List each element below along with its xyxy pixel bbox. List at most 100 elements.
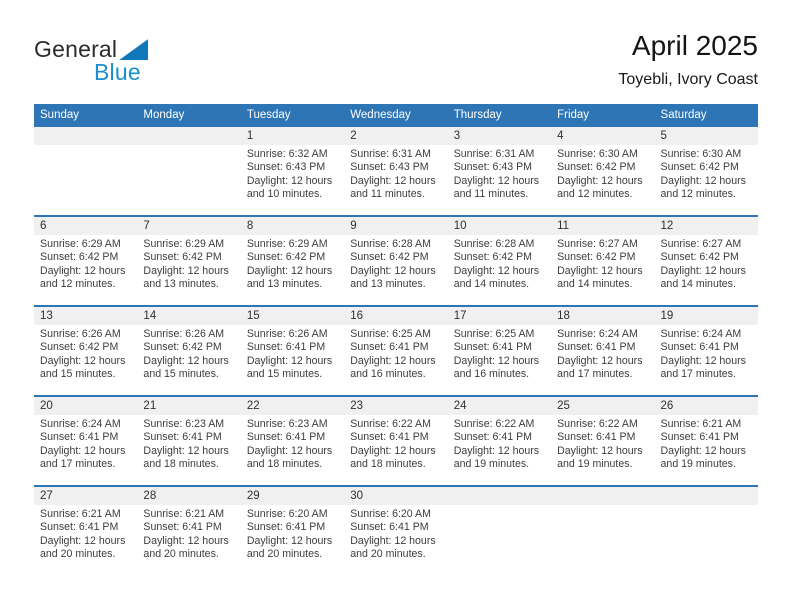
day-number: 16 <box>344 307 448 325</box>
sunrise-text: Sunrise: 6:27 AM <box>660 238 742 250</box>
daylight-text: Daylight: 12 hours and 13 minutes. <box>143 264 229 291</box>
sunset-text: Sunset: 6:41 PM <box>246 431 326 444</box>
day-details: Sunrise: 6:23 AM Sunset: 6:41 PM Daylight:… <box>241 415 341 472</box>
day-cell: 13 Sunrise: 6:26 AM Sunset: 6:42 PM Dayligh… <box>34 305 138 396</box>
day-details: Sunrise: 6:24 AM Sunset: 6:41 PM Daylight:… <box>34 415 134 472</box>
day-details: Sunrise: 6:30 AM Sunset: 6:42 PM Daylight:… <box>551 145 651 202</box>
day-details: Sunrise: 6:27 AM Sunset: 6:42 PM Daylight:… <box>655 235 755 292</box>
day-number: 30 <box>344 487 448 505</box>
daylight-text: Daylight: 12 hours and 19 minutes. <box>660 444 746 471</box>
weekday-wednesday: Wednesday <box>344 104 448 126</box>
daylight-text: Daylight: 12 hours and 20 minutes. <box>246 534 333 561</box>
sunrise-text: Sunrise: 6:29 AM <box>246 238 328 250</box>
sunrise-text: Sunrise: 6:26 AM <box>40 328 121 340</box>
week-row: 1 Sunrise: 6:32 AM Sunset: 6:43 PM Daylight… <box>34 125 758 216</box>
day-number: 5 <box>654 127 758 145</box>
day-details: Sunrise: 6:25 AM Sunset: 6:41 PM Daylight:… <box>448 325 548 382</box>
empty-day-cell <box>654 485 758 576</box>
empty-day-cell <box>137 125 241 216</box>
daylight-text: Daylight: 12 hours and 20 minutes. <box>350 534 436 561</box>
day-cell: 19 Sunrise: 6:24 AM Sunset: 6:41 PM Dayligh… <box>654 305 758 396</box>
weekday-tuesday: Tuesday <box>240 104 345 126</box>
day-details: Sunrise: 6:23 AM Sunset: 6:41 PM Daylight:… <box>137 415 237 472</box>
day-number <box>34 127 138 145</box>
daylight-text: Daylight: 12 hours and 15 minutes. <box>40 354 126 381</box>
day-details: Sunrise: 6:29 AM Sunset: 6:42 PM Daylight:… <box>34 235 134 292</box>
sunset-text: Sunset: 6:41 PM <box>40 431 119 444</box>
daylight-text: Daylight: 12 hours and 14 minutes. <box>660 264 746 291</box>
daylight-text: Daylight: 12 hours and 18 minutes. <box>143 444 229 471</box>
logo-text-general-row: General <box>34 38 149 61</box>
week-row: 27 Sunrise: 6:21 AM Sunset: 6:41 PM Dayligh… <box>34 485 758 576</box>
sunrise-text: Sunrise: 6:24 AM <box>557 328 638 340</box>
day-number: 29 <box>240 487 345 505</box>
daylight-text: Daylight: 12 hours and 14 minutes. <box>557 264 643 291</box>
day-details: Sunrise: 6:30 AM Sunset: 6:42 PM Daylight:… <box>655 145 755 202</box>
day-cell: 22 Sunrise: 6:23 AM Sunset: 6:41 PM Dayligh… <box>240 395 345 486</box>
sunrise-text: Sunrise: 6:28 AM <box>350 238 431 250</box>
day-cell: 29 Sunrise: 6:20 AM Sunset: 6:41 PM Dayligh… <box>240 485 345 576</box>
sunrise-text: Sunrise: 6:27 AM <box>557 238 638 250</box>
day-cell: 17 Sunrise: 6:25 AM Sunset: 6:41 PM Dayligh… <box>447 305 552 396</box>
day-number: 11 <box>551 217 655 235</box>
day-cell: 27 Sunrise: 6:21 AM Sunset: 6:41 PM Dayligh… <box>34 485 138 576</box>
daylight-text: Daylight: 12 hours and 16 minutes. <box>350 354 436 381</box>
sunrise-text: Sunrise: 6:25 AM <box>453 328 535 340</box>
sunset-text: Sunset: 6:42 PM <box>557 161 636 174</box>
day-cell: 14 Sunrise: 6:26 AM Sunset: 6:42 PM Dayligh… <box>137 305 241 396</box>
sunset-text: Sunset: 6:42 PM <box>246 251 326 264</box>
day-cell: 9 Sunrise: 6:28 AM Sunset: 6:42 PM Daylight… <box>344 215 448 306</box>
day-cell: 30 Sunrise: 6:20 AM Sunset: 6:41 PM Dayligh… <box>344 485 448 576</box>
sunrise-text: Sunrise: 6:24 AM <box>40 418 121 430</box>
day-number: 26 <box>654 397 758 415</box>
sunset-text: Sunset: 6:41 PM <box>143 431 222 444</box>
day-details: Sunrise: 6:22 AM Sunset: 6:41 PM Daylight:… <box>448 415 548 472</box>
sunset-text: Sunset: 6:41 PM <box>557 341 636 354</box>
day-details: Sunrise: 6:32 AM Sunset: 6:43 PM Daylight:… <box>241 145 341 202</box>
day-cell: 8 Sunrise: 6:29 AM Sunset: 6:42 PM Daylight… <box>240 215 345 306</box>
day-number: 13 <box>34 307 138 325</box>
empty-day-cell <box>551 485 655 576</box>
day-number: 1 <box>240 127 345 145</box>
sunset-text: Sunset: 6:41 PM <box>350 521 429 534</box>
day-cell: 18 Sunrise: 6:24 AM Sunset: 6:41 PM Dayligh… <box>551 305 655 396</box>
day-number <box>137 127 241 145</box>
day-number: 6 <box>34 217 138 235</box>
day-cell: 28 Sunrise: 6:21 AM Sunset: 6:41 PM Dayligh… <box>137 485 241 576</box>
daylight-text: Daylight: 12 hours and 16 minutes. <box>453 354 540 381</box>
daylight-text: Daylight: 12 hours and 13 minutes. <box>246 264 333 291</box>
weekday-header-row: Sunday Monday Tuesday Wednesday Thursday… <box>34 104 758 126</box>
day-number: 14 <box>137 307 241 325</box>
sunset-text: Sunset: 6:41 PM <box>557 431 636 444</box>
sunset-text: Sunset: 6:41 PM <box>453 341 533 354</box>
day-cell: 5 Sunrise: 6:30 AM Sunset: 6:42 PM Daylight… <box>654 125 758 216</box>
day-cell: 25 Sunrise: 6:22 AM Sunset: 6:41 PM Dayligh… <box>551 395 655 486</box>
day-details: Sunrise: 6:26 AM Sunset: 6:42 PM Daylight:… <box>137 325 237 382</box>
day-details: Sunrise: 6:24 AM Sunset: 6:41 PM Daylight:… <box>551 325 651 382</box>
day-cell: 15 Sunrise: 6:26 AM Sunset: 6:41 PM Dayligh… <box>240 305 345 396</box>
sunset-text: Sunset: 6:41 PM <box>350 431 429 444</box>
sunrise-text: Sunrise: 6:20 AM <box>246 508 328 520</box>
day-number <box>551 487 655 505</box>
daylight-text: Daylight: 12 hours and 18 minutes. <box>246 444 333 471</box>
empty-day-cell <box>34 125 138 216</box>
day-details: Sunrise: 6:21 AM Sunset: 6:41 PM Daylight:… <box>34 505 134 562</box>
day-number: 9 <box>344 217 448 235</box>
day-number: 25 <box>551 397 655 415</box>
title-block: April 2025 Toyebli, Ivory Coast <box>618 30 758 89</box>
weekday-thursday: Thursday <box>447 104 552 126</box>
day-cell: 3 Sunrise: 6:31 AM Sunset: 6:43 PM Daylight… <box>447 125 552 216</box>
day-cell: 23 Sunrise: 6:22 AM Sunset: 6:41 PM Dayligh… <box>344 395 448 486</box>
sunrise-text: Sunrise: 6:22 AM <box>453 418 535 430</box>
sunrise-text: Sunrise: 6:21 AM <box>40 508 121 520</box>
sunrise-text: Sunrise: 6:26 AM <box>246 328 328 340</box>
daylight-text: Daylight: 12 hours and 18 minutes. <box>350 444 436 471</box>
sunset-text: Sunset: 6:42 PM <box>660 251 739 264</box>
calendar-body: 1 Sunrise: 6:32 AM Sunset: 6:43 PM Daylight… <box>34 125 758 576</box>
day-number: 20 <box>34 397 138 415</box>
day-details: Sunrise: 6:25 AM Sunset: 6:41 PM Daylight:… <box>344 325 444 382</box>
sunrise-text: Sunrise: 6:30 AM <box>557 148 638 160</box>
day-cell: 7 Sunrise: 6:29 AM Sunset: 6:42 PM Daylight… <box>137 215 241 306</box>
day-details: Sunrise: 6:28 AM Sunset: 6:42 PM Daylight:… <box>344 235 444 292</box>
